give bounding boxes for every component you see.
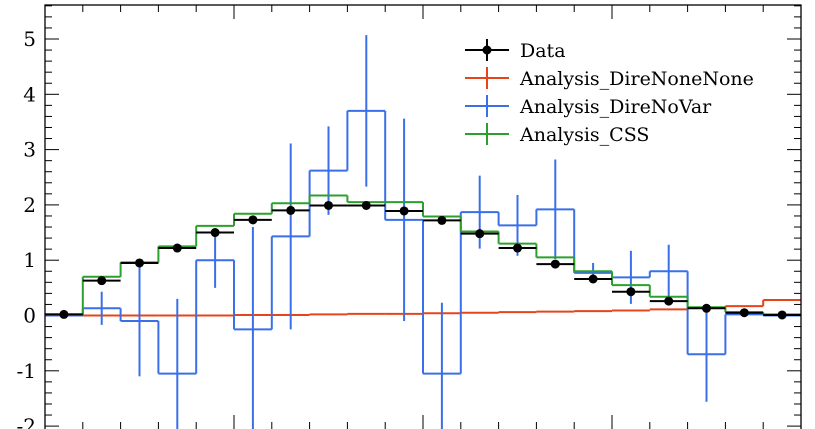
y-tick-label: 1	[23, 248, 36, 272]
y-tick-labels: -2 -1 0 1 2 3 4 5	[17, 27, 36, 429]
data-point	[135, 258, 144, 268]
data-point	[550, 259, 560, 269]
data-point	[777, 310, 787, 320]
y-tick-label: -1	[17, 359, 36, 383]
legend-label: Data	[520, 40, 566, 62]
data-point	[664, 296, 674, 306]
y-tick-label: 0	[23, 304, 36, 328]
y-tick-label: 5	[23, 27, 36, 51]
data-point	[59, 309, 69, 319]
series-data	[45, 200, 801, 320]
data-point	[399, 206, 409, 216]
data-point	[172, 243, 182, 253]
legend-label: Analysis_CSS	[519, 124, 649, 146]
legend-marker	[482, 45, 492, 55]
plot-frame	[44, 4, 802, 429]
data-point	[702, 303, 711, 313]
legend-label: Analysis_DireNoVar	[519, 96, 712, 118]
legend-label: Analysis_DireNoneNone	[519, 68, 754, 90]
series-layer	[45, 35, 801, 429]
y-tick-label: -2	[17, 414, 36, 429]
data-point	[361, 200, 371, 210]
data-point	[210, 228, 220, 238]
data-point	[475, 229, 485, 239]
legend: Data Analysis_DireNoneNone Analysis_DireNo…	[465, 39, 754, 146]
data-point	[248, 215, 258, 225]
y-tick-label: 2	[23, 193, 36, 217]
data-point	[437, 215, 447, 225]
data-point	[626, 287, 636, 297]
data-point	[513, 243, 522, 253]
y-tick-label: 4	[23, 82, 36, 106]
series-analysis-direnovar	[45, 35, 801, 429]
data-point	[324, 200, 333, 210]
data-point	[588, 274, 598, 284]
data-point	[97, 276, 107, 286]
data-point	[286, 205, 296, 215]
data-point	[739, 308, 749, 318]
y-tick-label: 3	[23, 138, 36, 162]
